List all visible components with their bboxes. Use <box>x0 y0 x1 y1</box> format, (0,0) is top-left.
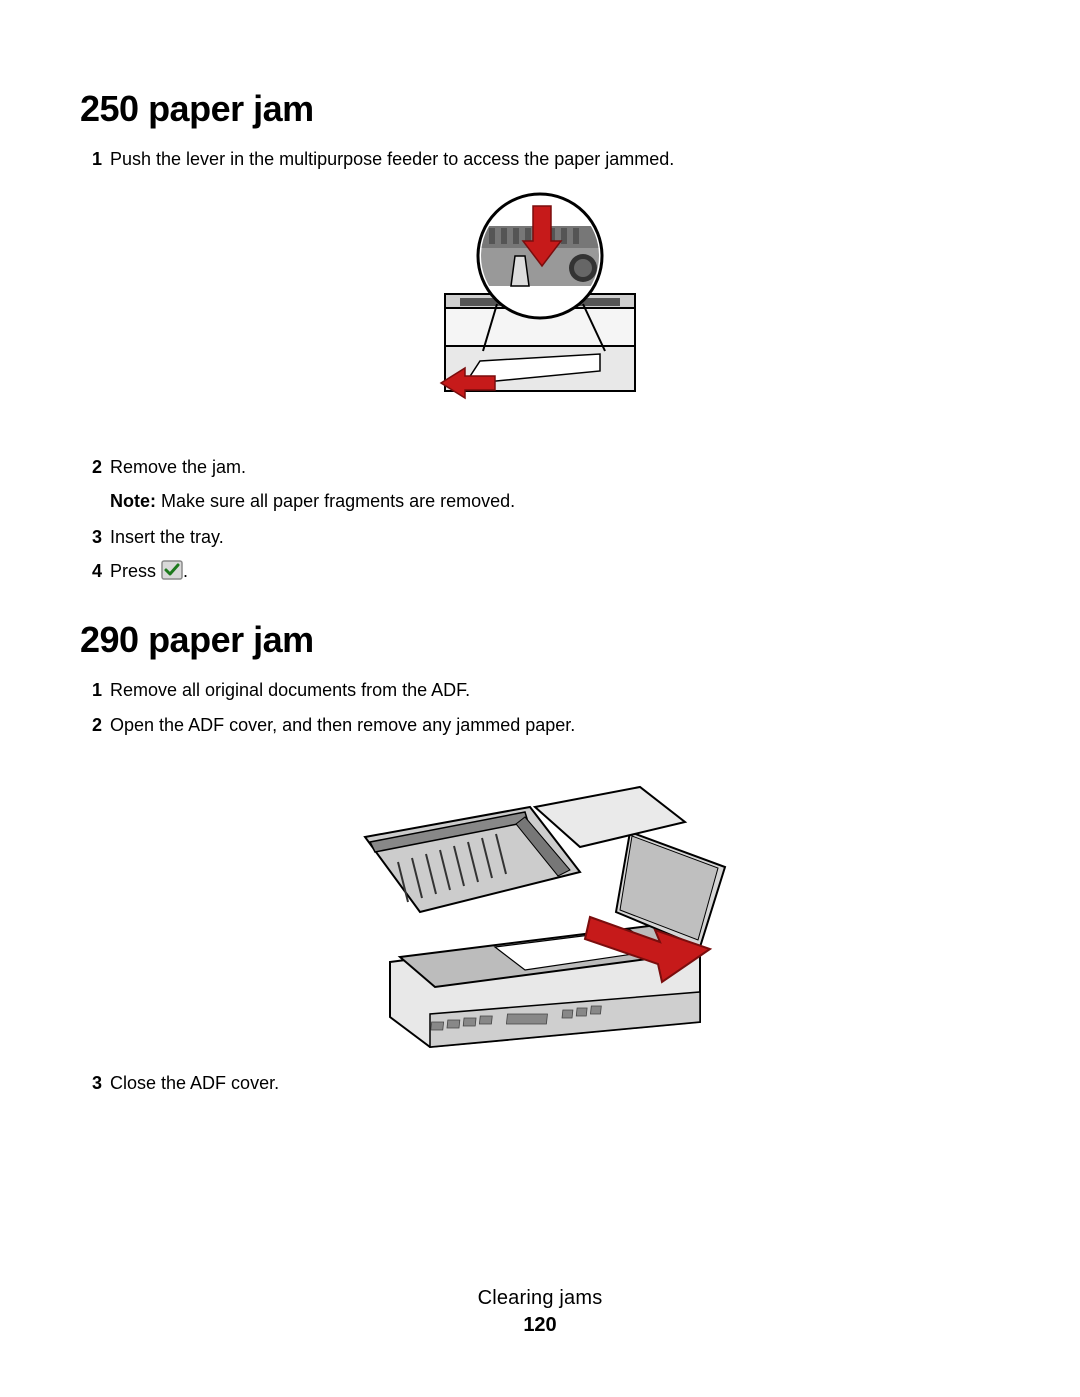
step-row: 1 Remove all original documents from the… <box>80 677 1000 703</box>
heading-290: 290 paper jam <box>80 619 1000 661</box>
step-row: 2 Remove the jam. <box>80 454 1000 480</box>
step-row: 1 Push the lever in the multipurpose fee… <box>80 146 1000 172</box>
step-number: 4 <box>80 558 102 584</box>
step-text: Close the ADF cover. <box>110 1070 1000 1096</box>
step-text: Press . <box>110 558 1000 587</box>
figure-290 <box>80 752 1000 1052</box>
step-number: 1 <box>80 146 102 172</box>
step-text: Insert the tray. <box>110 524 1000 550</box>
step-number: 3 <box>80 1070 102 1096</box>
step-number: 1 <box>80 677 102 703</box>
step-text: Open the ADF cover, and then remove any … <box>110 712 1000 738</box>
step-text-post: . <box>183 561 188 581</box>
step-number: 3 <box>80 524 102 550</box>
step-number: 2 <box>80 454 102 480</box>
note-text: Make sure all paper fragments are remove… <box>156 491 515 511</box>
step-row: 3 Insert the tray. <box>80 524 1000 550</box>
footer-section-title: Clearing jams <box>0 1287 1080 1310</box>
step-text: Push the lever in the multipurpose feede… <box>110 146 1000 172</box>
note-label: Note: <box>110 491 156 511</box>
document-page: 250 paper jam 1 Push the lever in the mu… <box>0 0 1080 1397</box>
step-number: 2 <box>80 712 102 738</box>
step-row: 4 Press . <box>80 558 1000 587</box>
step-text: Remove the jam. <box>110 454 1000 480</box>
check-button-icon <box>161 560 183 587</box>
note-row: Note: Make sure all paper fragments are … <box>110 488 1000 514</box>
step-text: Remove all original documents from the A… <box>110 677 1000 703</box>
step-row: 3 Close the ADF cover. <box>80 1070 1000 1096</box>
step-row: 2 Open the ADF cover, and then remove an… <box>80 712 1000 738</box>
page-footer: Clearing jams 120 <box>0 1287 1080 1337</box>
step-text-pre: Press <box>110 561 161 581</box>
heading-250: 250 paper jam <box>80 88 1000 130</box>
figure-250 <box>80 186 1000 436</box>
footer-page-number: 120 <box>0 1314 1080 1337</box>
